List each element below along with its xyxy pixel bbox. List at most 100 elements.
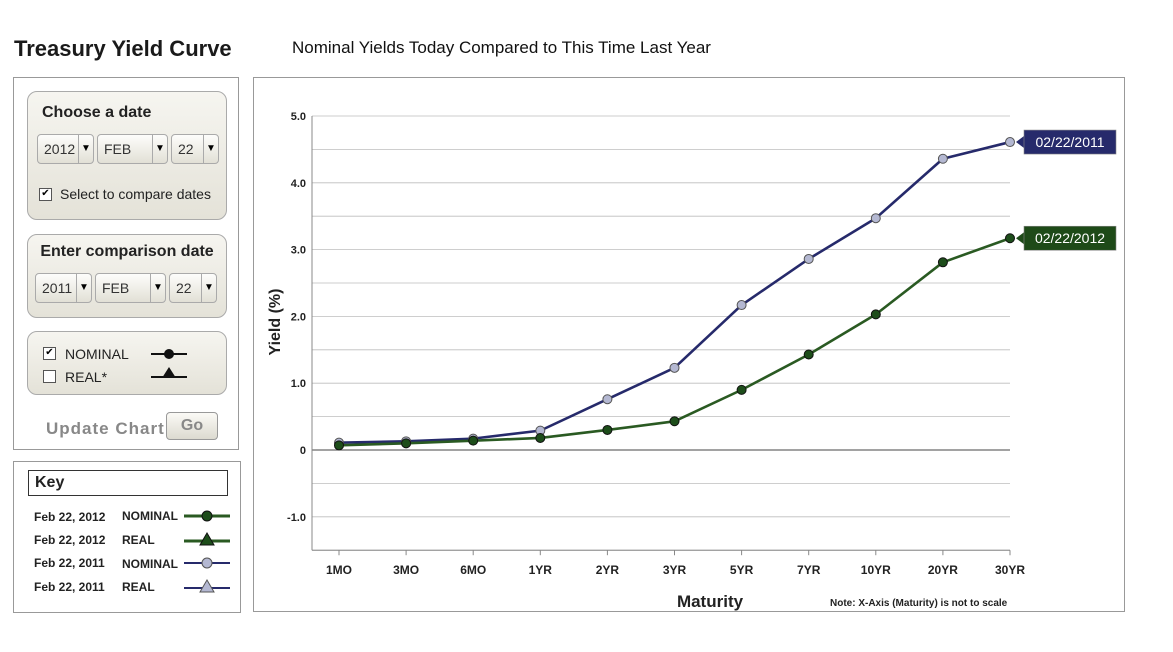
comparison-day-value: 22 [176,280,192,296]
key-symbol-2012-nominal-icon [184,510,230,522]
day-select[interactable]: 22 ▼ [171,134,219,164]
x-tick-label: 20YR [928,563,958,577]
key-row-date: Feb 22, 2012 [34,533,106,547]
series-2012-line [338,237,1011,447]
y-axis: 5.0 4.0 3.0 2.0 1.0 0 -1.0 [287,111,306,524]
type-panel: ✔ NOMINAL REAL* [27,331,227,395]
key-row-date: Feb 22, 2011 [34,556,105,570]
series-2012-point [468,435,479,446]
series-2012-point [937,257,948,268]
end-label-text: 02/22/2011 [1035,134,1104,150]
comparison-year-value: 2011 [42,280,73,296]
series-2012-point [535,432,546,443]
comparison-month-select[interactable]: FEB ▼ [95,273,166,303]
series-2012-point [602,424,613,435]
day-select-value: 22 [178,141,194,157]
chevron-down-icon: ▼ [201,274,216,302]
series-2011-end-label: 02/22/2011 [1016,129,1117,155]
series-2011-point [870,213,881,224]
series-2011-point [1005,137,1015,148]
nominal-dot-icon [164,349,174,359]
compare-checkbox[interactable]: ✔ [39,188,52,201]
chevron-down-icon: ▼ [76,274,91,302]
series-end-labels: 02/22/2011 02/22/2012 [1016,129,1117,251]
y-axis-label: Yield (%) [267,289,284,356]
real-triangle-icon [162,367,176,378]
key-row-date: Feb 22, 2012 [34,510,106,524]
year-select-value: 2012 [44,141,76,157]
y-tick-label: -1.0 [287,512,306,524]
y-tick-label: 0 [300,445,306,457]
month-select[interactable]: FEB ▼ [97,134,168,164]
chart-lines [338,140,1011,447]
series-2012-point [803,349,814,360]
series-2012-point [1005,233,1015,244]
x-tick-label: 10YR [861,563,891,577]
series-2011-line [338,140,1011,444]
page-title: Treasury Yield Curve [14,36,232,61]
chevron-down-icon: ▼ [152,135,167,163]
scale-note: Note: X-Axis (Maturity) is not to scale [830,598,1008,609]
month-select-value: FEB [104,141,132,157]
comparison-day-select[interactable]: 22 ▼ [169,273,217,303]
y-tick-label: 5.0 [291,111,306,123]
chart-panel: 5.0 4.0 3.0 2.0 1.0 0 -1.0 1MO 3MO 6MO 1YR 2YR 3YR 5… [253,77,1125,612]
y-tick-label: 1.0 [291,378,306,390]
series-2011-point [602,394,613,405]
x-axis-label: Maturity [677,592,744,611]
series-2012-point [401,438,412,449]
series-2011-point [803,253,814,264]
update-chart-label: Update Chart [46,419,165,438]
key-row-type: REAL [122,580,155,594]
key-box: Key Feb 22, 2012 NOMINAL Feb 22, 2012 RE… [13,461,241,613]
key-row-type: REAL [122,533,155,547]
chart-grid [311,115,1010,551]
key-symbol-2011-real-icon [184,579,230,593]
nominal-checkbox[interactable]: ✔ [43,347,56,360]
key-symbol-2011-nominal-icon [184,557,230,569]
x-tick-label: 30YR [995,563,1025,577]
series-2012-point [870,309,881,320]
comparison-year-select[interactable]: 2011 ▼ [35,273,92,303]
comparison-month-value: FEB [102,280,130,296]
end-label-box [1023,225,1117,251]
real-checkbox[interactable] [43,370,56,383]
date-panel: Choose a date 2012 ▼ FEB ▼ 22 ▼ ✔ Select… [27,91,227,220]
end-label-pointer [1016,136,1024,149]
key-row-type: NOMINAL [122,557,178,571]
end-label-pointer [1016,232,1024,245]
chevron-down-icon: ▼ [78,135,93,163]
series-2012-point [334,440,344,451]
series-2011-point [937,153,948,164]
sidebar: Choose a date 2012 ▼ FEB ▼ 22 ▼ ✔ Select… [13,77,239,450]
comparison-panel: Enter comparison date 2011 ▼ FEB ▼ 22 ▼ [27,234,227,318]
y-tick-label: 3.0 [291,245,306,257]
go-button[interactable]: Go [166,412,218,440]
year-select[interactable]: 2012 ▼ [37,134,94,164]
chart-markers [334,137,1015,451]
x-tick-label: 3MO [393,563,419,577]
series-2012-end-label: 02/22/2012 [1016,225,1117,251]
x-tick-label: 7YR [797,563,821,577]
series-2012-point [736,384,747,395]
series-2011-point [669,362,680,373]
nominal-label: NOMINAL [65,346,129,362]
series-2011-point [736,300,747,311]
end-label-box [1023,129,1117,155]
x-tick-label: 5YR [730,563,754,577]
y-tick-label: 4.0 [291,178,306,190]
x-axis: 1MO 3MO 6MO 1YR 2YR 3YR 5YR 7YR 10YR 20YR 30YR [326,550,1025,577]
end-label-text: 02/22/2012 [1035,230,1105,246]
series-2012-point [669,416,680,427]
page-subtitle: Nominal Yields Today Compared to This Ti… [292,38,711,57]
x-tick-label: 2YR [596,563,620,577]
yield-curve-chart: 5.0 4.0 3.0 2.0 1.0 0 -1.0 1MO 3MO 6MO 1YR 2YR 3YR 5… [267,111,1117,611]
compare-checkbox-label: Select to compare dates [60,186,211,202]
x-tick-label: 3YR [663,563,687,577]
chevron-down-icon: ▼ [150,274,165,302]
x-tick-label: 1MO [326,563,352,577]
key-row-type: NOMINAL [122,509,178,523]
date-panel-title: Choose a date [42,104,152,121]
real-label: REAL* [65,369,108,385]
x-tick-label: 1YR [529,563,553,577]
